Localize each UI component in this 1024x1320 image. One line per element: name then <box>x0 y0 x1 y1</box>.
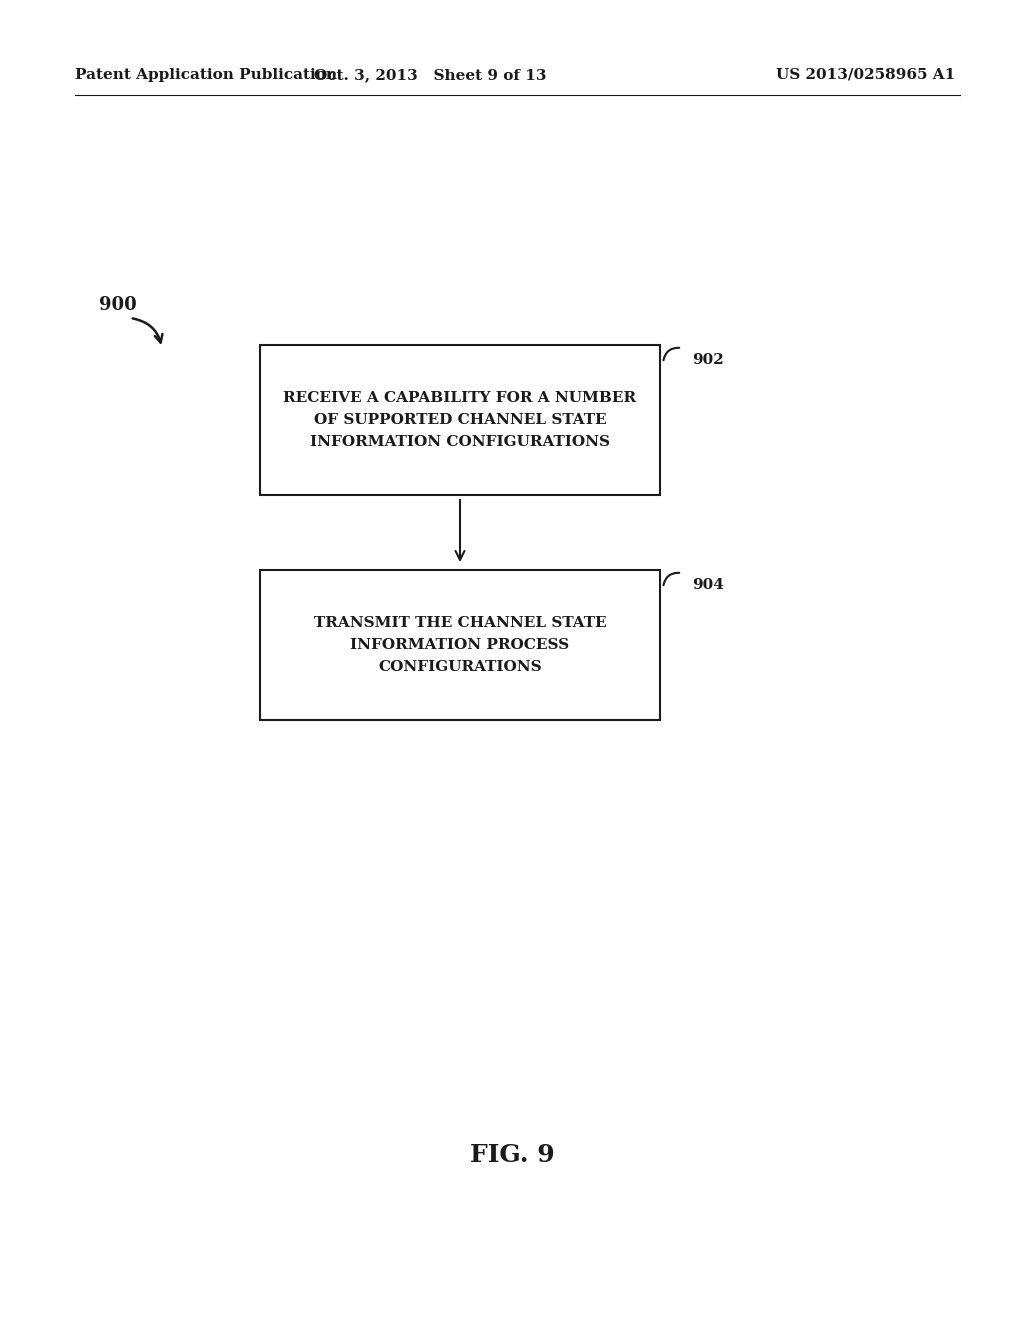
Text: 900: 900 <box>99 296 137 314</box>
Text: 904: 904 <box>692 578 724 591</box>
Bar <box>260 345 660 495</box>
Bar <box>260 570 660 719</box>
Text: US 2013/0258965 A1: US 2013/0258965 A1 <box>776 69 955 82</box>
Text: TRANSMIT THE CHANNEL STATE
INFORMATION PROCESS
CONFIGURATIONS: TRANSMIT THE CHANNEL STATE INFORMATION P… <box>313 616 606 673</box>
Text: RECEIVE A CAPABILITY FOR A NUMBER
OF SUPPORTED CHANNEL STATE
INFORMATION CONFIGU: RECEIVE A CAPABILITY FOR A NUMBER OF SUP… <box>284 391 637 449</box>
Text: FIG. 9: FIG. 9 <box>470 1143 554 1167</box>
Text: Oct. 3, 2013   Sheet 9 of 13: Oct. 3, 2013 Sheet 9 of 13 <box>313 69 546 82</box>
Text: 902: 902 <box>692 352 724 367</box>
Text: Patent Application Publication: Patent Application Publication <box>75 69 337 82</box>
